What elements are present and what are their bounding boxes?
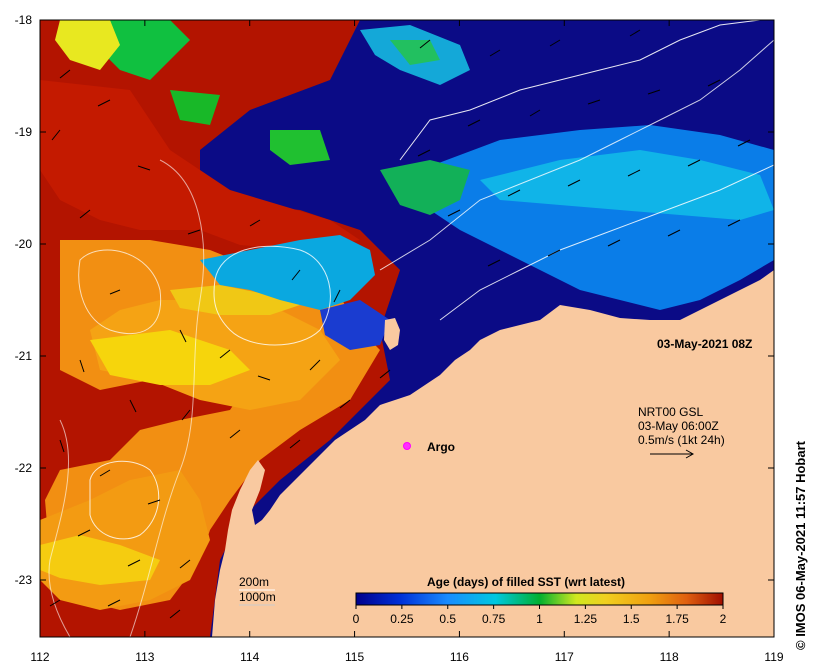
x-tick-label: 116 [450,650,469,664]
sst-green-north [390,40,440,65]
x-tick-label: 114 [240,650,259,664]
sst-red-band-north [40,80,360,250]
argo-float-marker [403,442,411,450]
eddy-contour-1 [213,245,331,346]
colorbar-tick-label: 2 [720,612,727,626]
x-tick-label: 118 [660,650,679,664]
current-legend-line3: 0.5m/s (1kt 24h) [638,433,725,447]
colorbar-tick-label: 0 [353,612,360,626]
colorbar-tick-label: 1.25 [574,612,598,626]
y-axis: -18 -19 -20 -21 -22 -23 [15,13,774,587]
sst-yellow-south [40,535,160,585]
colorbar-tick-label: 0.25 [390,612,414,626]
y-tick-label: -22 [15,461,33,475]
sst-yellow-patch-nw [55,20,120,70]
y-tick-label: -20 [15,237,33,251]
isobath-1000m [399,20,761,161]
sst-yellow-region [90,330,250,385]
y-tick-label: -23 [15,573,33,587]
y-tick-label: -18 [15,13,33,27]
y-tick-label: -21 [15,349,33,363]
current-legend-line1: NRT00 GSL [638,405,703,419]
colorbar [355,592,724,606]
isobath-offshore [439,164,774,321]
map-plot-area: Argo NRT00 GSL 03-May 06:00Z 0.5m/s (1kt… [40,20,774,637]
x-tick-label: 119 [764,650,783,664]
isobath-label-200m: 200m [239,575,269,589]
current-legend-line2: 03-May 06:00Z [638,419,719,433]
land-island [384,318,400,350]
isobath-label-1000m: 1000m [239,590,276,604]
sst-blue-patch [320,300,390,350]
x-tick-label: 112 [30,650,49,664]
sst-cyan-band-ne-2 [480,150,774,220]
imos-credit: © IMOS 06-May-2021 11:57 Hobart [793,441,808,650]
colorbar-tick-label: 1.5 [623,612,640,626]
eddy-contour-3 [78,249,162,335]
contour-west-2 [48,419,71,637]
x-axis: 112 113 114 115 116 117 118 119 [30,20,784,664]
sst-green-band-ne [380,160,470,215]
colorbar-title: Age (days) of filled SST (wrt latest) [427,575,625,589]
colorbar-tick-label: 0.75 [482,612,506,626]
map-date-title: 03-May-2021 08Z [657,337,752,351]
isobath-200m [379,39,774,271]
colorbar-tick-label: 1 [536,612,543,626]
x-tick-label: 113 [135,650,154,664]
x-tick-label: 117 [555,650,574,664]
colorbar-tick-label: 0.5 [439,612,456,626]
eddy-contour-2 [89,460,160,540]
sst-cyan-region [200,235,375,310]
current-scale-arrow [650,449,695,459]
sst-green-patch-3 [270,130,330,165]
x-tick-label: 115 [345,650,364,664]
colorbar-tick-label: 1.75 [665,612,689,626]
contour-west [129,159,205,637]
sst-green-patch-2 [170,90,220,125]
current-vectors [49,29,751,619]
sst-yellow-region-2 [170,285,300,315]
colorbar-ticks: 0 0.25 0.5 0.75 1 1.25 1.5 1.75 2 [353,605,727,626]
land-australia [212,270,774,637]
argo-label: Argo [427,440,455,454]
y-tick-label: -19 [15,125,33,139]
plot-frame [39,19,775,638]
